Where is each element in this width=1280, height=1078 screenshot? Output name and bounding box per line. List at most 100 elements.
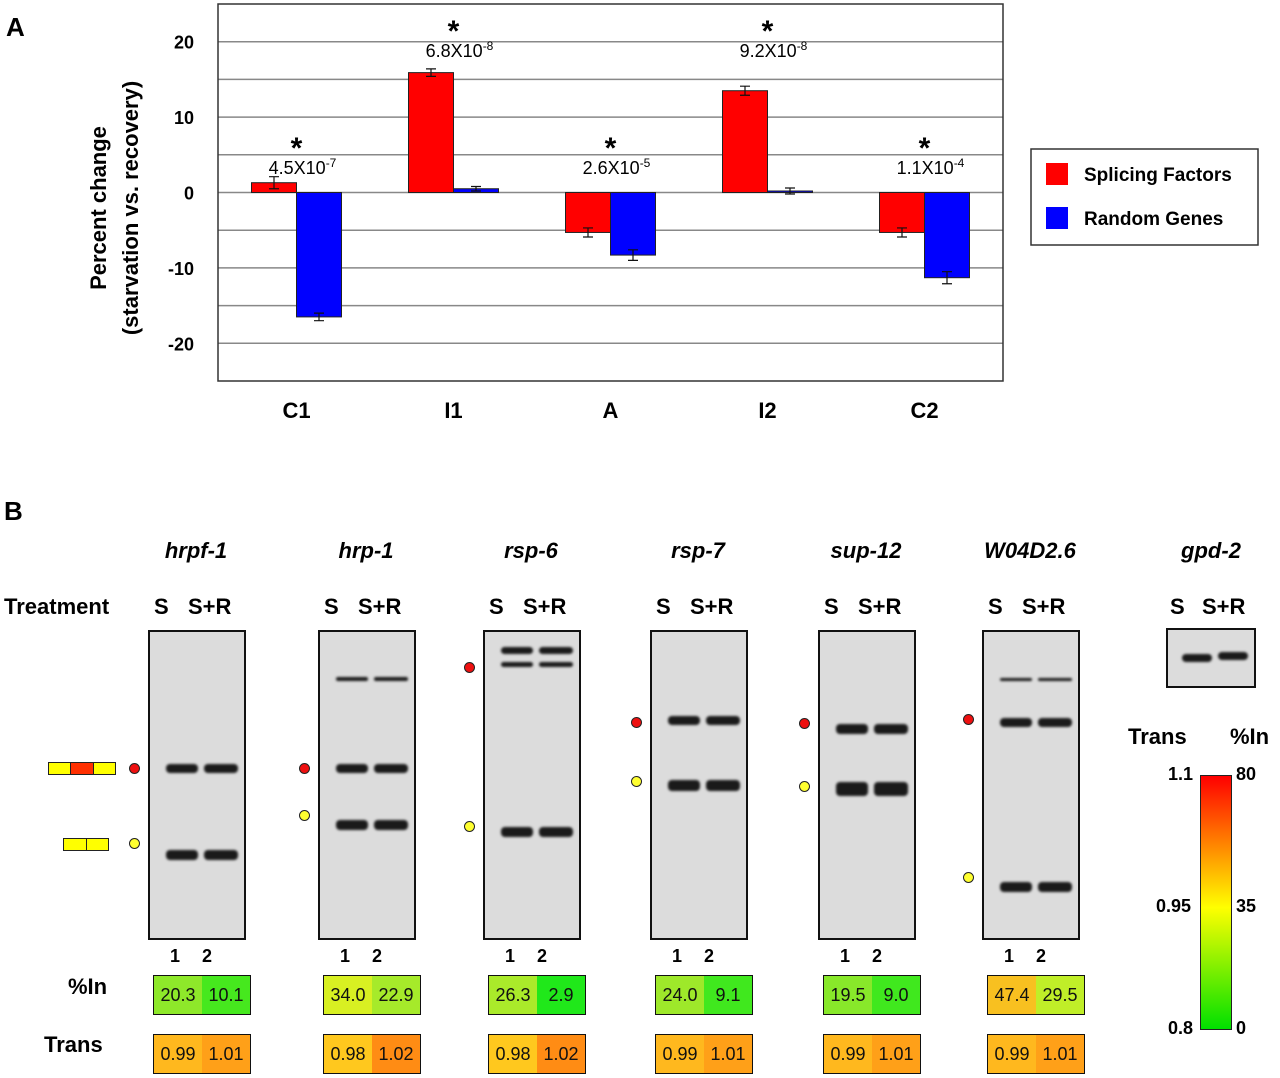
x-tick-label: C1 [282, 398, 310, 423]
legend-label: Splicing Factors [1084, 165, 1232, 186]
y-axis-label: (starvation vs. recovery) [118, 81, 143, 335]
gel-gpd-2 [1166, 628, 1256, 688]
gene-label: rsp-7 [671, 538, 725, 563]
y-axis-label: Percent change [86, 126, 111, 290]
gel-image [483, 630, 581, 940]
gel-image [982, 630, 1080, 940]
percent-in-cell: 20.3 10.1 [153, 975, 251, 1015]
skipping-marker-dot [963, 872, 974, 883]
error-bar [471, 185, 481, 192]
inclusion-marker-dot [464, 662, 475, 673]
lane-number: 2 [202, 946, 213, 966]
gene-label: hrpf-1 [164, 538, 228, 563]
bar-splicing-factors [408, 72, 454, 193]
skipping-marker-dot [799, 781, 810, 792]
error-bar [740, 85, 750, 96]
trans-lane-1: 0.98 [489, 1035, 537, 1073]
gel-image [650, 630, 748, 940]
inclusion-marker-dot [299, 763, 310, 774]
lane-label-sr: S+R [523, 594, 567, 619]
lane-number: 1 [840, 946, 851, 966]
lane-label-s: S [324, 594, 339, 619]
exon-inclusion-diagram [48, 762, 116, 775]
percent-in-cell: 34.0 22.9 [323, 975, 421, 1015]
trans-cell: 0.98 1.02 [323, 1034, 421, 1074]
row-label-in: %In [68, 974, 108, 999]
gene-label: sup-12 [830, 538, 902, 563]
legend-label: Random Genes [1084, 209, 1223, 230]
trans-lane-2: 1.02 [372, 1035, 420, 1073]
bar-splicing-factors [565, 192, 611, 233]
trans-cell: 0.99 1.01 [153, 1034, 251, 1074]
scale-in-tick: 0 [1236, 1018, 1247, 1038]
p-value-label: 4.5X10-7 [269, 156, 337, 178]
y-tick-label: 10 [174, 108, 194, 128]
lane-label-sr: S+R [858, 594, 902, 619]
p-value-label: 9.2X10-8 [740, 39, 808, 61]
bar-splicing-factors [722, 90, 768, 193]
error-bar [314, 312, 324, 322]
bar-random-genes [296, 192, 342, 318]
lane-label-s: S [824, 594, 839, 619]
error-bar [269, 176, 279, 190]
scale-in-tick: 80 [1236, 764, 1257, 784]
error-bar [785, 187, 795, 195]
p-value-label: 1.1X10-4 [897, 156, 965, 178]
percent-in-lane-2: 22.9 [372, 976, 420, 1014]
trans-lane-2: 1.01 [872, 1035, 920, 1073]
y-tick-label: 0 [184, 184, 194, 204]
inclusion-marker-dot [799, 718, 810, 729]
lane-number: 1 [672, 946, 683, 966]
lane-label-sr: S+R [690, 594, 734, 619]
percent-in-lane-1: 34.0 [324, 976, 372, 1014]
skipping-marker-dot [299, 810, 310, 821]
percent-in-lane-1: 26.3 [489, 976, 537, 1014]
gel-image [148, 630, 246, 940]
x-tick-label: I1 [444, 398, 462, 423]
legend-swatch [1046, 163, 1068, 185]
significance-star: * [291, 132, 303, 165]
legend-box [1030, 148, 1259, 246]
trans-lane-1: 0.99 [656, 1035, 704, 1073]
error-bar [897, 227, 907, 238]
scale-trans-tick: 1.1 [1168, 764, 1194, 784]
percent-in-lane-2: 29.5 [1036, 976, 1084, 1014]
lane-number: 1 [505, 946, 516, 966]
scale-trans-label: Trans [1128, 724, 1187, 749]
exon-skipping-diagram [63, 838, 109, 851]
y-tick-label: -20 [168, 334, 194, 354]
percent-in-lane-1: 24.0 [656, 976, 704, 1014]
inclusion-marker-dot [129, 763, 140, 774]
y-tick-label: -10 [168, 259, 194, 279]
trans-lane-1: 0.99 [988, 1035, 1036, 1073]
x-tick-label: I2 [758, 398, 776, 423]
inclusion-marker-dot [631, 717, 642, 728]
legend-swatch [1046, 207, 1068, 229]
error-bar [426, 68, 436, 77]
inclusion-marker-dot [963, 714, 974, 725]
skipping-marker-dot [464, 821, 475, 832]
row-label-trans: Trans [44, 1032, 103, 1057]
trans-cell: 0.99 1.01 [987, 1034, 1085, 1074]
scale-in-tick: 35 [1236, 896, 1257, 916]
gel-image [818, 630, 916, 940]
lane-number: 2 [537, 946, 548, 966]
lane-number: 1 [340, 946, 351, 966]
percent-in-lane-2: 2.9 [537, 976, 585, 1014]
scale-trans-tick: 0.95 [1156, 896, 1192, 916]
treatment-label: Treatment [4, 594, 110, 619]
percent-in-cell: 47.4 29.5 [987, 975, 1085, 1015]
color-scale-bar [1200, 775, 1232, 1030]
trans-cell: 0.98 1.02 [488, 1034, 586, 1074]
percent-in-lane-1: 19.5 [824, 976, 872, 1014]
skipping-marker-dot [129, 838, 140, 849]
p-value-label: 2.6X10-5 [583, 156, 651, 178]
percent-in-lane-1: 47.4 [988, 976, 1036, 1014]
lane-number: 2 [872, 946, 883, 966]
significance-star: * [919, 132, 931, 165]
trans-lane-1: 0.99 [154, 1035, 202, 1073]
trans-cell: 0.99 1.01 [823, 1034, 921, 1074]
p-value-label: 6.8X10-8 [426, 39, 494, 61]
percent-in-lane-2: 10.1 [202, 976, 250, 1014]
